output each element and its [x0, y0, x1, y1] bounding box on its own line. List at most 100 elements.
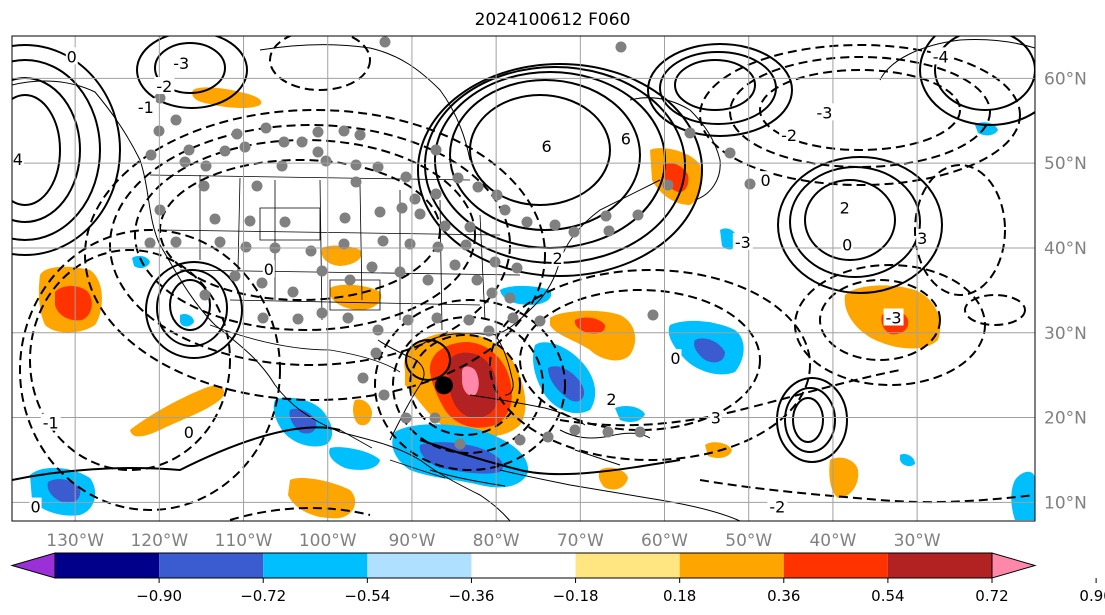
contour-label-background	[767, 497, 788, 515]
grey-dot	[378, 389, 390, 401]
grey-dot	[239, 141, 251, 153]
grey-dot	[602, 426, 614, 438]
colorbar-tick-label: 0.90	[1079, 587, 1105, 605]
colorbar-segment	[159, 553, 264, 578]
longitude-label: 40°W	[809, 531, 856, 551]
contour-label: 0	[67, 47, 77, 66]
colorbar-segment	[783, 553, 888, 578]
longitude-label: 100°W	[299, 531, 357, 551]
grey-dot	[499, 204, 511, 216]
grey-dot	[279, 216, 291, 228]
grey-dot	[471, 274, 483, 286]
longitude-label: 110°W	[215, 531, 273, 551]
map-title: 2024100612 F060	[474, 10, 631, 30]
colorbar-high-extension	[991, 552, 1037, 579]
grey-dot	[145, 149, 157, 161]
longitude-label: 30°W	[894, 531, 941, 551]
contour-label-background	[262, 260, 275, 278]
contour-label-background	[40, 413, 61, 431]
grey-dot	[511, 262, 523, 274]
grey-dot	[316, 307, 328, 319]
colorbar-labels: −0.90 −0.72 −0.54 −0.36 −0.18 0.18 0.36 0.54 0.7…	[136, 578, 1105, 605]
grey-dot	[357, 372, 369, 384]
longitude-label: 90°W	[388, 531, 435, 551]
contour-label: 0	[842, 236, 852, 255]
contour-label-background	[12, 149, 24, 167]
grey-dot	[342, 312, 354, 324]
contour-label-background	[709, 408, 722, 426]
contour-label: -3	[886, 309, 902, 328]
longitude-label: 120°W	[130, 531, 188, 551]
colorbar-tick-label: 0.72	[975, 587, 1008, 605]
colorbar-segment	[575, 553, 680, 578]
contour-label-background	[841, 235, 854, 253]
colorbar-tick-label: −0.36	[448, 587, 494, 605]
longitude-label: 50°W	[725, 531, 772, 551]
grey-dot	[744, 178, 756, 190]
grey-dot	[404, 238, 416, 250]
contour-label: 0	[760, 171, 770, 190]
grey-dot	[316, 265, 328, 277]
contour-label: -2	[769, 498, 785, 517]
contour-label: -2	[156, 77, 172, 96]
grey-dot	[600, 210, 612, 222]
colorbar-tick-label: 0.18	[663, 587, 696, 605]
grey-dot	[402, 314, 414, 326]
contour-label: 3	[917, 229, 927, 248]
contour-label: 2	[553, 249, 563, 268]
latitude-label: 40°N	[1044, 239, 1087, 259]
grey-dot	[154, 92, 166, 104]
grey-dot	[287, 286, 299, 298]
contour-label: -4	[933, 47, 949, 66]
grey-dot	[366, 261, 378, 273]
grey-dot	[504, 292, 516, 304]
grey-dot	[231, 128, 243, 140]
grey-dot	[569, 424, 581, 436]
grey-dot	[240, 241, 252, 253]
grey-dot	[486, 287, 498, 299]
grey-dot	[377, 235, 389, 247]
colorbar-segment	[55, 553, 160, 578]
grey-dot	[396, 202, 408, 214]
grey-dot	[632, 209, 644, 221]
grey-dot	[198, 180, 210, 192]
colorbar-segment	[471, 553, 576, 578]
grey-dot	[489, 256, 501, 268]
grey-dot	[312, 126, 324, 138]
colorbar	[10, 552, 1037, 579]
contour-label: 6	[621, 130, 631, 149]
grey-dot	[183, 144, 195, 156]
grey-dot	[214, 236, 226, 248]
longitude-label: 130°W	[46, 531, 104, 551]
contour-label-background	[171, 54, 192, 72]
grey-dot	[542, 431, 554, 443]
contour-label: -1	[43, 414, 59, 433]
contour-label-background	[779, 126, 800, 144]
grey-dot	[278, 136, 290, 148]
colorbar-tick-label: −0.18	[553, 587, 599, 605]
contour-label: -1	[138, 98, 154, 117]
grey-dot	[414, 208, 426, 220]
colorbar-segment	[679, 553, 784, 578]
contour-label: 2	[840, 198, 850, 217]
grey-dot	[514, 434, 526, 446]
grey-dot	[144, 237, 156, 249]
grey-dot	[350, 176, 362, 188]
colorbar-tick-label: 0.36	[767, 587, 800, 605]
grey-dot	[647, 309, 659, 321]
longitude-label: 80°W	[473, 531, 520, 551]
grey-dot	[338, 125, 350, 137]
grey-dot	[662, 179, 674, 191]
contour-label: -3	[173, 54, 189, 73]
colorbar-segment	[887, 553, 992, 578]
grey-dot	[292, 313, 304, 325]
contour-label-background	[759, 171, 772, 189]
contour-label: 0	[670, 349, 680, 368]
contour-label: 3	[711, 409, 721, 428]
political-borders	[149, 174, 521, 479]
contour-label: -3	[817, 103, 833, 122]
grey-dot	[344, 274, 356, 286]
